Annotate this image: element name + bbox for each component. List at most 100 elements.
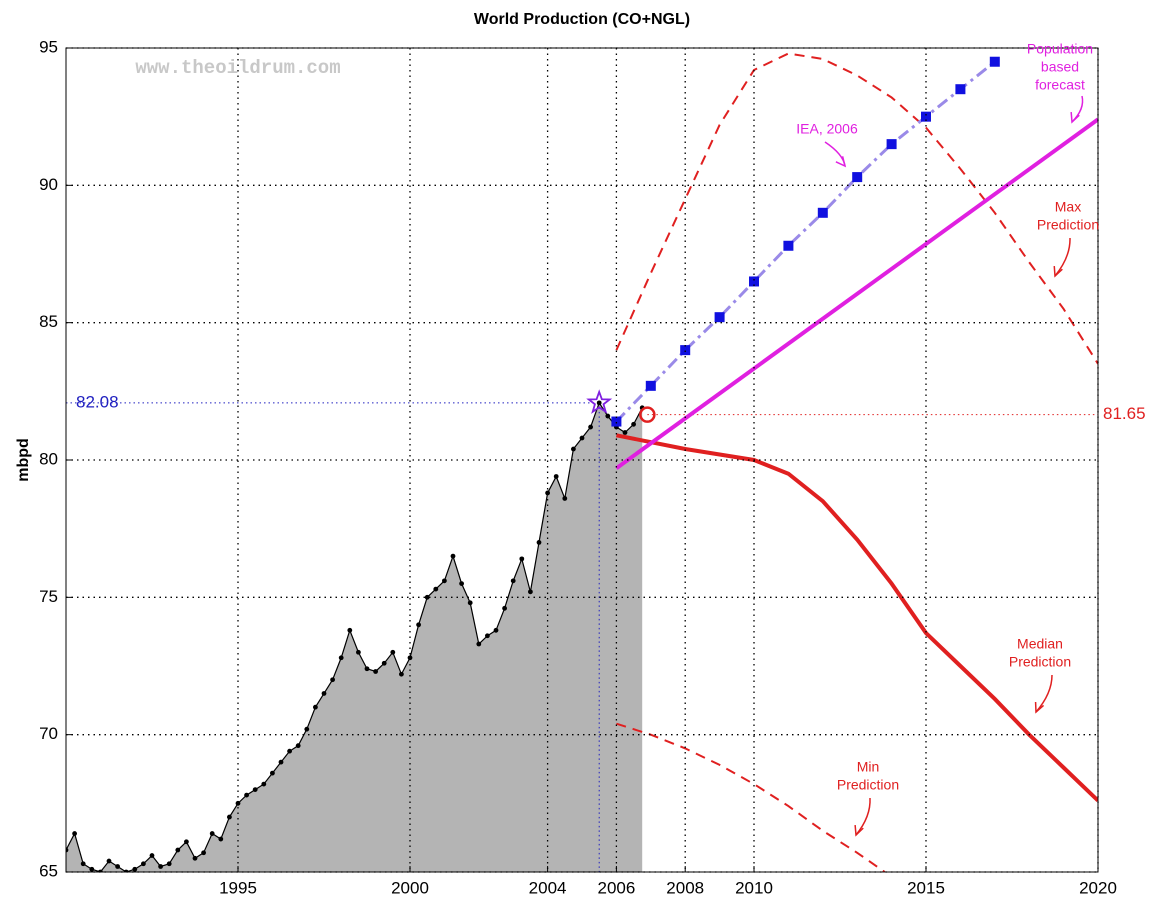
data-point <box>244 792 250 798</box>
data-point <box>184 839 189 845</box>
data-point <box>313 704 318 710</box>
series-line <box>615 117 1098 470</box>
data-point <box>158 864 164 869</box>
data-point <box>442 578 447 584</box>
data-point <box>235 800 241 806</box>
data-point <box>218 836 224 842</box>
annotation: Median <box>1017 636 1063 652</box>
data-point <box>622 430 628 435</box>
data-point <box>605 413 611 419</box>
data-point <box>141 861 146 867</box>
data-point <box>115 864 120 869</box>
data-point <box>261 781 267 787</box>
x-tick-label: 2020 <box>1079 878 1117 897</box>
x-tick-label: 1995 <box>219 878 257 897</box>
watermark: www.theoildrum.com <box>135 57 340 79</box>
chart-title: World Production (CO+NGL) <box>474 11 690 28</box>
arrow-head <box>1070 111 1080 124</box>
y-tick-label: 85 <box>39 312 58 331</box>
arrow-head <box>1053 265 1063 278</box>
data-point <box>149 853 155 858</box>
data-point <box>886 139 897 150</box>
data-point <box>459 581 464 586</box>
y-tick-label: 80 <box>39 449 58 468</box>
reference-label: 81.65 <box>1103 404 1146 423</box>
data-point <box>278 759 284 765</box>
x-tick-label: 2000 <box>391 878 429 897</box>
reference-label: 82.08 <box>76 392 119 411</box>
series-line <box>615 60 996 423</box>
data-point <box>201 850 207 856</box>
data-point <box>596 400 602 406</box>
annotation: Population <box>1027 41 1093 57</box>
annotation: Prediction <box>1037 217 1099 233</box>
data-point <box>545 490 550 496</box>
y-tick-label: 95 <box>39 37 58 56</box>
data-point <box>536 540 542 545</box>
data-point <box>588 424 593 430</box>
data-point <box>485 633 490 639</box>
x-tick-label: 2008 <box>666 878 704 897</box>
x-tick-label: 2015 <box>907 878 945 897</box>
y-tick-label: 65 <box>39 861 58 880</box>
data-point <box>680 345 691 356</box>
data-point <box>390 649 396 655</box>
data-point <box>852 172 863 183</box>
data-point <box>817 207 828 218</box>
data-point <box>493 627 499 633</box>
data-point <box>502 605 507 611</box>
data-point <box>295 743 301 749</box>
annotation: Max <box>1055 199 1081 215</box>
arrow-head <box>1034 701 1045 714</box>
data-point <box>338 655 344 661</box>
data-point <box>347 627 353 633</box>
annotation: Min <box>857 759 880 775</box>
data-point <box>611 416 622 427</box>
data-point <box>66 847 69 853</box>
x-tick-label: 2004 <box>529 878 567 897</box>
data-point <box>450 553 456 559</box>
data-point <box>89 866 95 872</box>
y-tick-label: 70 <box>39 724 58 743</box>
data-point <box>287 748 292 754</box>
data-point <box>252 787 258 792</box>
data-point <box>424 594 430 600</box>
data-point <box>528 589 533 595</box>
data-point <box>373 669 378 674</box>
peak-marker <box>586 389 613 414</box>
annotation: Prediction <box>1009 654 1071 670</box>
data-point <box>270 770 275 776</box>
arrow-head <box>835 156 847 168</box>
data-point <box>571 446 576 452</box>
arrow-head <box>854 824 864 837</box>
data-point <box>714 312 725 323</box>
data-point <box>783 240 794 251</box>
data-point <box>631 421 636 427</box>
data-point <box>416 622 421 628</box>
data-point <box>955 84 966 95</box>
data-point <box>106 858 112 864</box>
data-point <box>192 855 198 861</box>
series-line <box>616 722 886 872</box>
y-axis-label: mbpd <box>15 438 32 482</box>
x-tick-label: 2006 <box>597 878 635 897</box>
data-point <box>553 474 559 479</box>
data-point <box>476 641 482 647</box>
data-point <box>510 578 516 584</box>
annotation: forecast <box>1035 77 1085 93</box>
annotation: Prediction <box>837 777 899 793</box>
data-point <box>519 556 525 562</box>
y-tick-label: 75 <box>39 587 58 606</box>
y-tick-label: 90 <box>39 175 58 194</box>
data-point <box>227 814 232 820</box>
data-point <box>407 655 413 661</box>
data-point <box>579 435 585 441</box>
production-area <box>66 402 643 872</box>
current-marker <box>639 406 656 423</box>
x-tick-label: 2010 <box>735 878 773 897</box>
data-point <box>175 847 181 853</box>
data-point <box>321 691 327 696</box>
annotation: based <box>1041 59 1079 75</box>
data-point <box>467 600 473 606</box>
